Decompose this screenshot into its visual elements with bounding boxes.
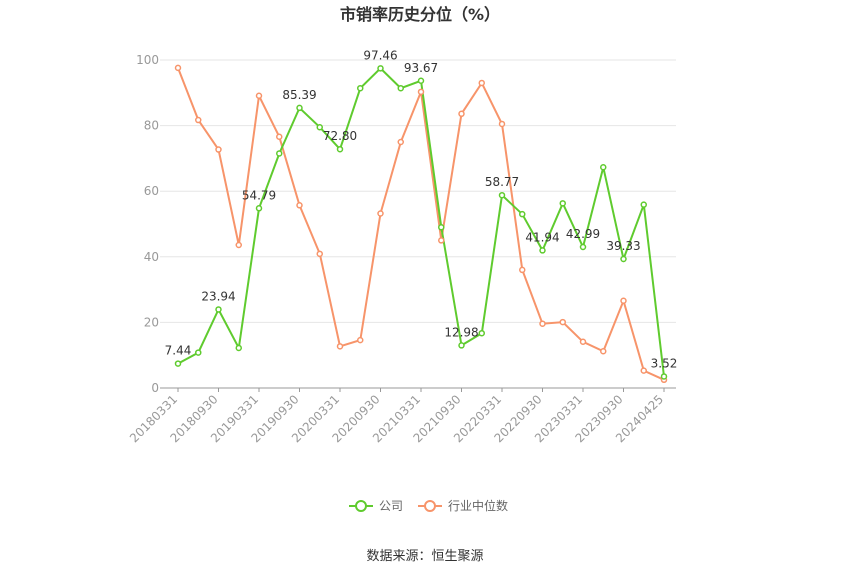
- data-label: 23.94: [201, 289, 235, 303]
- y-tick-label: 80: [144, 119, 159, 133]
- data-point: [478, 329, 485, 337]
- data-label: 85.39: [282, 88, 316, 102]
- data-point: [336, 145, 344, 153]
- data-point: [397, 84, 404, 92]
- data-point: [195, 116, 202, 124]
- data-point: [438, 224, 445, 231]
- legend-label: 行业中位数: [448, 498, 508, 513]
- series-line-行业中位数: [177, 67, 665, 381]
- data-point: [174, 64, 182, 72]
- series-points: [174, 64, 668, 384]
- data-point: [397, 138, 404, 146]
- data-label: 54.79: [242, 188, 276, 202]
- data-point: [255, 205, 263, 212]
- y-tick-label: 60: [144, 184, 159, 198]
- data-point: [438, 237, 445, 244]
- data-point: [600, 164, 607, 171]
- data-point: [600, 348, 607, 355]
- x-axis: 2018033120180930201903312019093020200331…: [127, 387, 676, 445]
- y-tick-label: 100: [136, 53, 159, 67]
- data-point: [417, 77, 425, 85]
- data-point: [519, 210, 526, 218]
- data-point: [498, 120, 506, 128]
- data-point: [255, 92, 263, 100]
- grid: [160, 59, 676, 389]
- data-point: [478, 79, 485, 87]
- data-point: [640, 201, 647, 208]
- data-point: [377, 210, 384, 217]
- data-point: [620, 297, 627, 305]
- data-point: [559, 200, 566, 207]
- data-label: 7.44: [165, 344, 192, 358]
- data-point: [559, 318, 566, 326]
- data-point: [579, 338, 587, 346]
- legend-item-公司[interactable]: 公司: [349, 499, 403, 513]
- data-point: [640, 367, 647, 374]
- data-label: 97.46: [363, 48, 397, 62]
- y-tick-label: 40: [144, 250, 159, 264]
- data-label: 72.80: [323, 129, 357, 143]
- data-point: [296, 202, 303, 209]
- data-label: 41.94: [525, 230, 559, 244]
- data-point: [539, 247, 546, 254]
- y-axis: 0 20 40 60 80 100: [136, 53, 159, 395]
- legend-label: 公司: [379, 499, 403, 513]
- source-note: 数据来源：恒生聚源: [366, 549, 483, 564]
- data-label: 42.99: [566, 227, 600, 241]
- series-line-公司: [177, 66, 665, 377]
- data-point: [498, 191, 506, 199]
- data-point: [235, 344, 242, 352]
- data-point: [357, 336, 364, 344]
- chart-title: 市销率历史分位（%）: [340, 5, 500, 24]
- data-point: [336, 343, 344, 350]
- data-point: [458, 342, 465, 349]
- data-label: 58.77: [485, 175, 519, 189]
- data-point: [215, 306, 222, 313]
- data-label: 39.33: [606, 239, 640, 253]
- data-label: 3.52: [651, 356, 678, 370]
- data-label: 93.67: [404, 61, 438, 75]
- data-point: [377, 65, 384, 72]
- y-tick-label: 20: [144, 315, 159, 329]
- data-point: [276, 133, 283, 141]
- series-lines: [177, 66, 665, 381]
- data-point: [215, 146, 222, 153]
- data-point: [458, 110, 465, 118]
- data-point: [235, 241, 242, 249]
- legend[interactable]: 公司 行业中位数: [349, 498, 508, 513]
- data-point: [579, 243, 587, 251]
- data-point: [357, 84, 364, 92]
- data-point: [296, 104, 303, 112]
- data-point: [195, 349, 202, 356]
- data-point: [316, 123, 323, 131]
- legend-swatch-marker: [424, 500, 436, 512]
- legend-swatch-marker: [355, 500, 367, 512]
- data-point: [519, 266, 526, 274]
- data-point: [417, 88, 425, 96]
- data-point: [316, 250, 323, 258]
- y-tick-label: 0: [151, 381, 159, 395]
- data-labels: 7.44 23.94 54.79 85.39 72.80 97.46 93.67 12.98 5…: [165, 48, 678, 370]
- data-label: 12.98: [444, 325, 478, 339]
- data-point: [660, 373, 668, 380]
- data-point: [620, 255, 627, 263]
- data-point: [276, 150, 283, 157]
- data-point: [174, 360, 182, 367]
- legend-item-行业中位数[interactable]: 行业中位数: [418, 498, 508, 513]
- data-point: [539, 320, 546, 327]
